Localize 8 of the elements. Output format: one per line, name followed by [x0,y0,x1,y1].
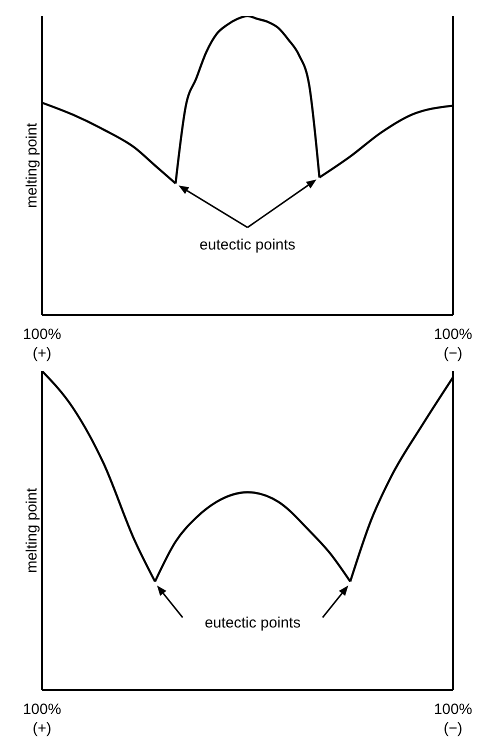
annotation: eutectic points [204,614,301,632]
x-tick-label: 100% (+) [22,326,62,362]
annotation: eutectic points [200,236,296,254]
x-tick-label: 100% (+) [22,701,62,737]
y-axis-title: melting point [23,487,40,574]
x-tick-label: 100% (−) [434,326,472,362]
y-axis-title: melting point [23,122,40,208]
x-tick-label: 100% (−) [434,701,472,737]
